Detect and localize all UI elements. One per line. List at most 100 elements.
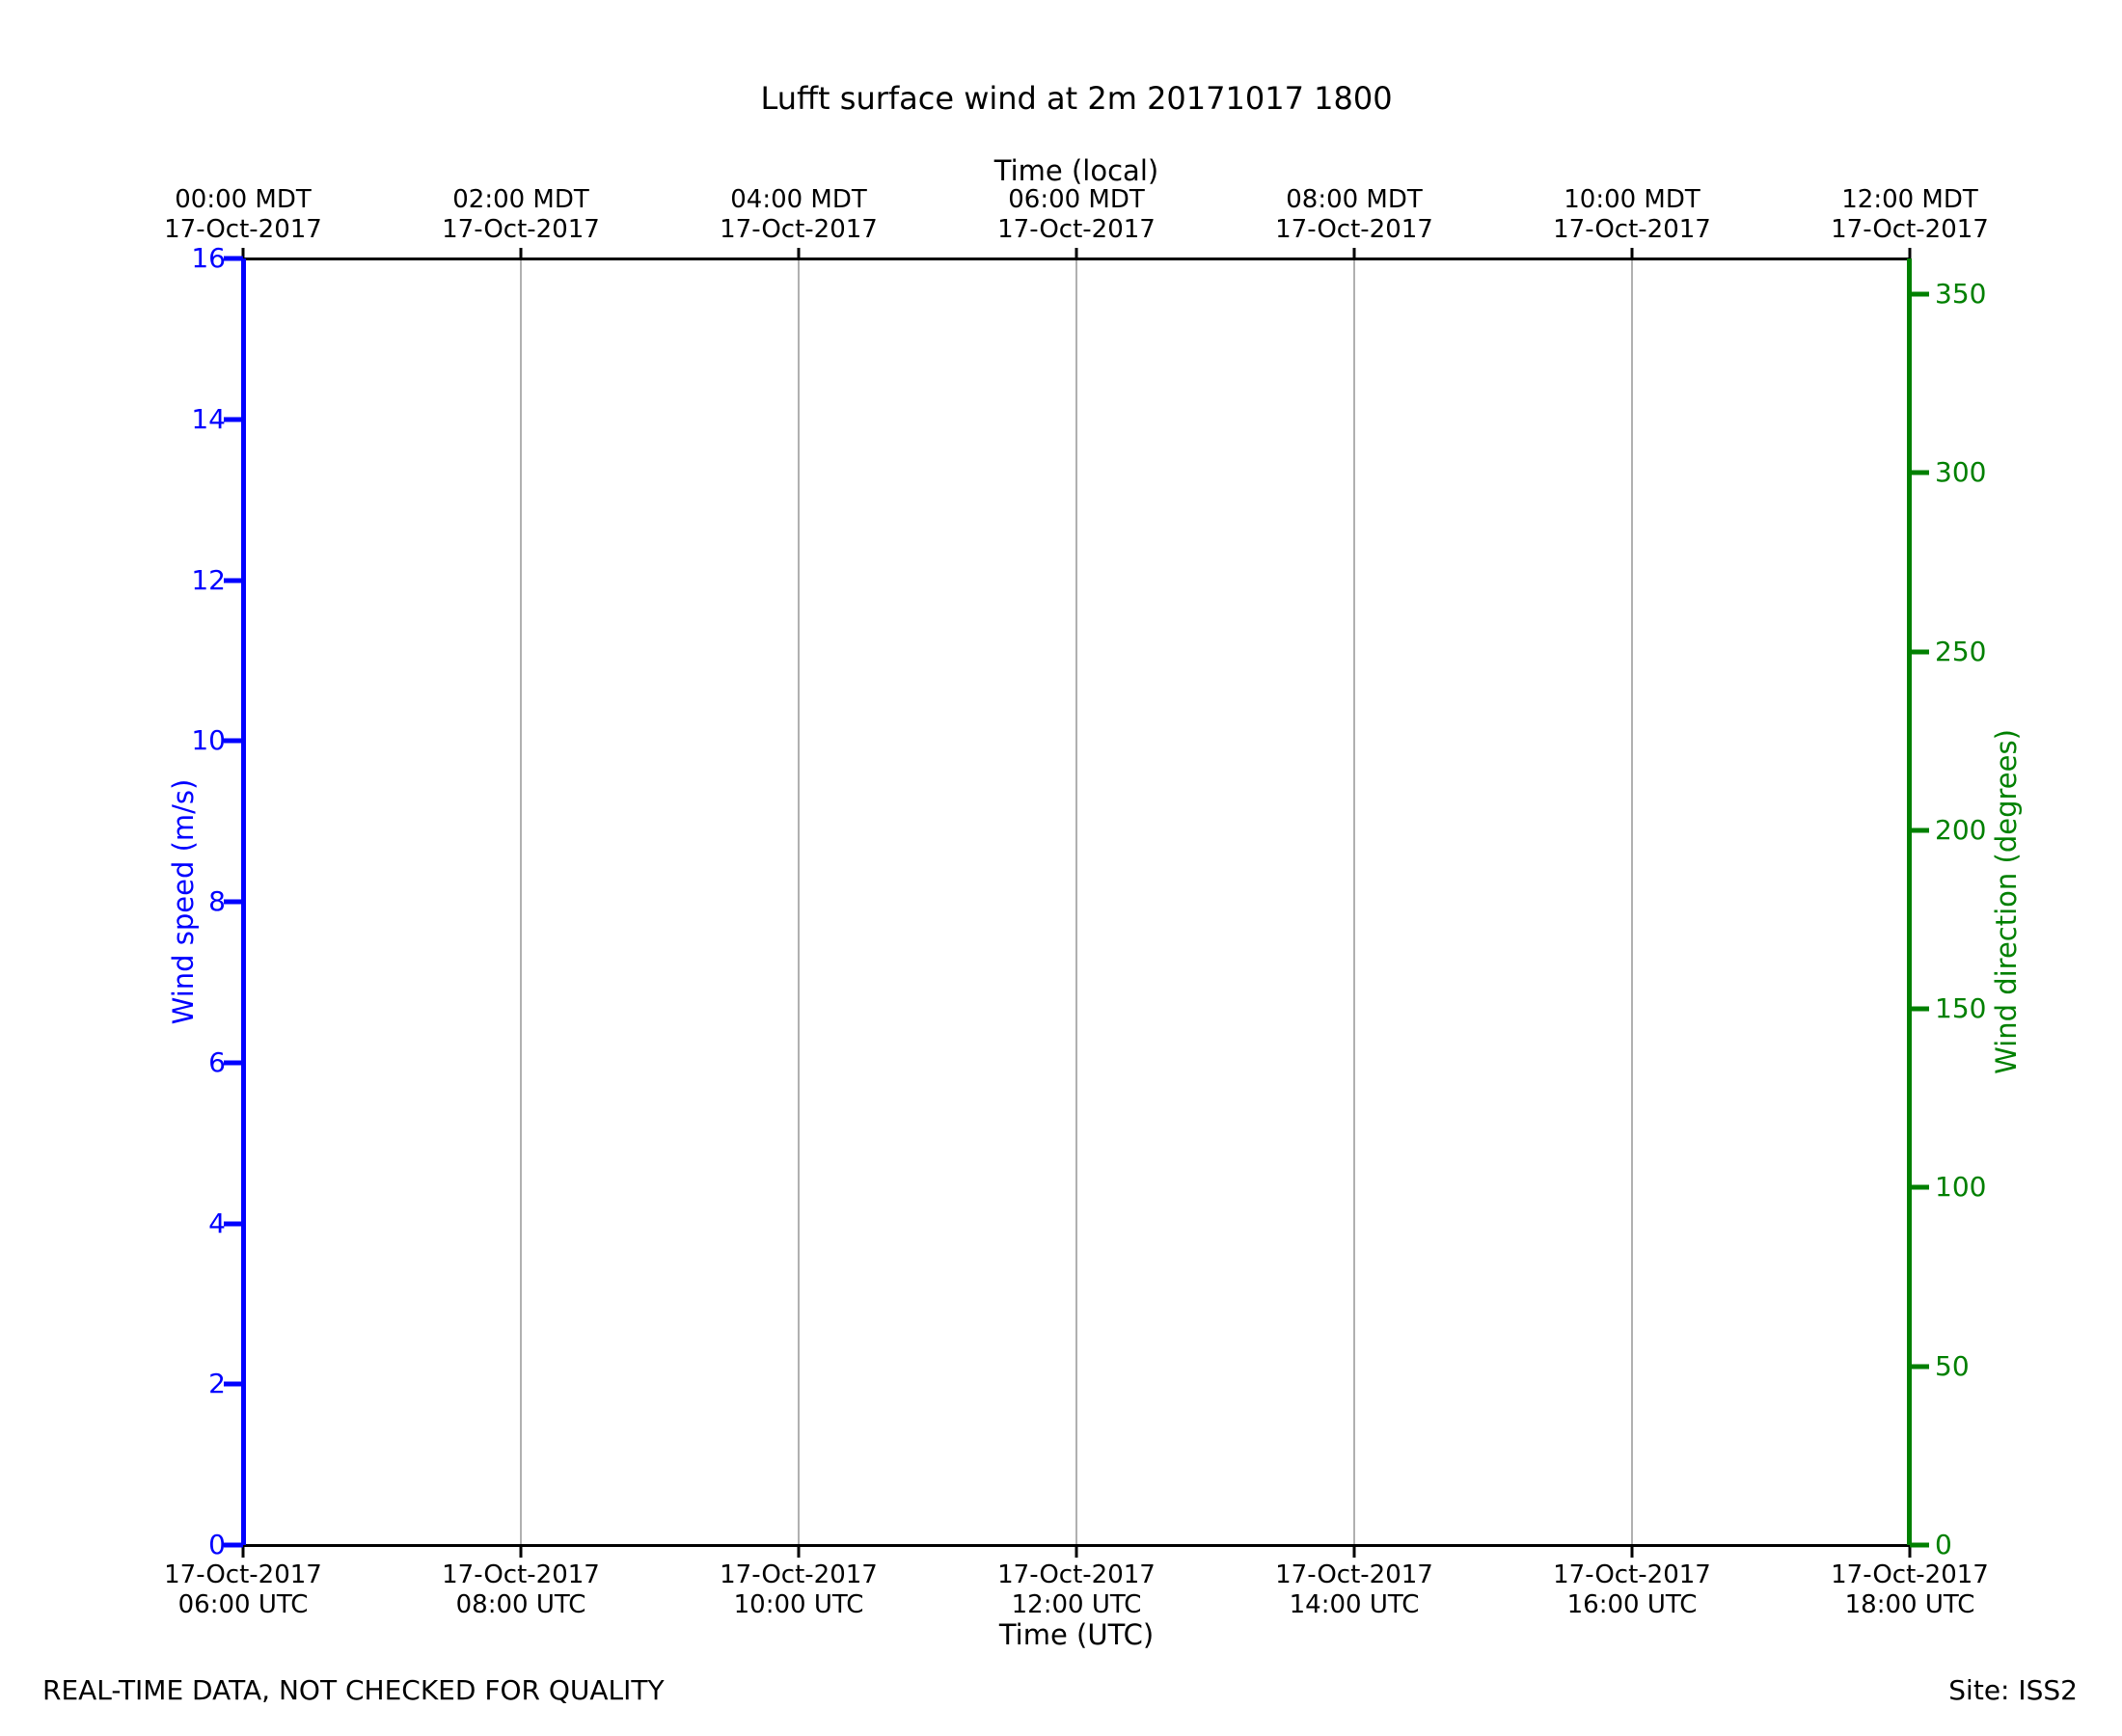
bottom-tick-label: 17-Oct-2017 08:00 UTC: [367, 1560, 675, 1620]
wind-speed-tick-label: 6: [208, 1045, 226, 1078]
wind-speed-axis-title: Wind speed (m/s): [167, 778, 200, 1025]
wind-speed-tick-label: 8: [208, 885, 226, 917]
top-axis-tick: [1908, 248, 1912, 258]
top-axis-tick: [1075, 248, 1078, 258]
bottom-tick-date: 17-Oct-2017: [442, 1560, 600, 1589]
vertical-gridline: [1352, 258, 1355, 1545]
bottom-tick-date: 17-Oct-2017: [1275, 1560, 1433, 1589]
top-tick-time: 10:00 MDT: [1564, 185, 1700, 214]
top-tick-date: 17-Oct-2017: [720, 215, 878, 244]
wind-direction-tick: [1910, 1006, 1929, 1012]
wind-direction-tick: [1910, 1542, 1929, 1548]
wind-direction-tick: [1910, 470, 1929, 475]
top-tick-date: 17-Oct-2017: [442, 215, 600, 244]
wind-speed-tick-label: 14: [191, 402, 226, 435]
wind-speed-tick-label: 2: [208, 1368, 226, 1400]
wind-speed-axis-spine: [241, 258, 246, 1545]
top-tick-label: 10:00 MDT 17-Oct-2017: [1478, 185, 1786, 245]
vertical-gridline: [1631, 258, 1633, 1545]
bottom-axis-tick: [241, 1545, 245, 1558]
top-axis-tick: [241, 248, 245, 258]
wind-direction-tick: [1910, 1364, 1929, 1370]
wind-direction-tick-label: 250: [1935, 635, 1987, 667]
bottom-tick-label: 17-Oct-2017 12:00 UTC: [922, 1560, 1231, 1620]
wind-speed-tick: [224, 578, 243, 583]
top-tick-time: 06:00 MDT: [1008, 185, 1145, 214]
top-tick-label: 04:00 MDT 17-Oct-2017: [644, 185, 953, 245]
top-tick-label: 02:00 MDT 17-Oct-2017: [367, 185, 675, 245]
top-tick-time: 08:00 MDT: [1286, 185, 1423, 214]
wind-direction-tick-label: 200: [1935, 813, 1987, 846]
wind-speed-tick-label: 12: [191, 563, 226, 596]
top-tick-time: 04:00 MDT: [730, 185, 867, 214]
wind-speed-tick-label: 10: [191, 724, 226, 757]
bottom-tick-time: 06:00 UTC: [177, 1590, 309, 1619]
site-label: Site: ISS2: [1948, 1674, 2078, 1706]
bottom-tick-date: 17-Oct-2017: [1553, 1560, 1711, 1589]
bottom-tick-time: 16:00 UTC: [1566, 1590, 1698, 1619]
bottom-tick-label: 17-Oct-2017 16:00 UTC: [1478, 1560, 1786, 1620]
wind-direction-tick: [1910, 1184, 1929, 1190]
wind-speed-tick-label: 0: [208, 1529, 226, 1560]
top-axis-tick: [519, 248, 523, 258]
bottom-tick-date: 17-Oct-2017: [997, 1560, 1156, 1589]
top-tick-date: 17-Oct-2017: [164, 215, 322, 244]
bottom-axis-tick: [1075, 1545, 1078, 1558]
top-axis-tick: [797, 248, 801, 258]
wind-direction-tick: [1910, 649, 1929, 655]
wind-speed-tick: [224, 899, 243, 905]
bottom-tick-date: 17-Oct-2017: [164, 1560, 322, 1589]
bottom-axis-tick: [1908, 1545, 1912, 1558]
bottom-tick-label: 17-Oct-2017 14:00 UTC: [1200, 1560, 1509, 1620]
chart-title: Lufft surface wind at 2m 20171017 1800: [760, 80, 1393, 117]
wind-direction-tick-label: 350: [1935, 278, 1987, 311]
bottom-axis-tick: [1352, 1545, 1356, 1558]
wind-direction-tick-label: 150: [1935, 992, 1987, 1025]
plot-area: [224, 248, 1929, 1558]
top-spine: [242, 258, 1911, 260]
wind-speed-tick: [224, 256, 243, 261]
top-tick-label: 00:00 MDT 17-Oct-2017: [89, 185, 397, 245]
bottom-tick-time: 08:00 UTC: [455, 1590, 586, 1619]
wind-direction-tick-label: 300: [1935, 456, 1987, 489]
bottom-tick-time: 14:00 UTC: [1289, 1590, 1420, 1619]
bottom-tick-time: 18:00 UTC: [1844, 1590, 1975, 1619]
wind-direction-axis-spine: [1907, 258, 1912, 1545]
bottom-axis-tick: [797, 1545, 801, 1558]
bottom-tick-label: 17-Oct-2017 10:00 UTC: [644, 1560, 953, 1620]
bottom-tick-time: 10:00 UTC: [733, 1590, 864, 1619]
quality-disclaimer: REAL-TIME DATA, NOT CHECKED FOR QUALITY: [42, 1674, 665, 1706]
top-tick-time: 12:00 MDT: [1841, 185, 1978, 214]
bottom-tick-label: 17-Oct-2017 06:00 UTC: [89, 1560, 397, 1620]
bottom-axis-label: Time (UTC): [998, 1618, 1155, 1651]
bottom-spine: [242, 1544, 1911, 1547]
vertical-gridline: [519, 258, 522, 1545]
top-tick-date: 17-Oct-2017: [1831, 215, 1989, 244]
wind-speed-tick-label: 16: [191, 242, 226, 274]
wind-speed-tick: [224, 417, 243, 422]
bottom-tick-label: 17-Oct-2017 18:00 UTC: [1755, 1560, 2064, 1620]
wind-direction-tick-label: 100: [1935, 1171, 1987, 1204]
top-axis-label: Time (local): [993, 154, 1159, 187]
vertical-gridline: [1075, 258, 1077, 1545]
bottom-axis-tick: [1630, 1545, 1634, 1558]
top-tick-date: 17-Oct-2017: [1553, 215, 1711, 244]
bottom-tick-time: 12:00 UTC: [1011, 1590, 1142, 1619]
bottom-axis-tick: [519, 1545, 523, 1558]
wind-speed-tick: [224, 1060, 243, 1066]
top-tick-label: 12:00 MDT 17-Oct-2017: [1755, 185, 2064, 245]
bottom-tick-date: 17-Oct-2017: [720, 1560, 878, 1589]
wind-speed-tick-label: 4: [208, 1207, 226, 1239]
top-tick-time: 00:00 MDT: [175, 185, 312, 214]
wind-direction-tick-label: 0: [1935, 1529, 1952, 1560]
wind-speed-tick: [224, 1542, 243, 1548]
wind-speed-tick: [224, 738, 243, 744]
wind-speed-tick: [224, 1381, 243, 1387]
wind-direction-tick: [1910, 291, 1929, 297]
wind-direction-tick-label: 50: [1935, 1349, 1970, 1382]
bottom-tick-date: 17-Oct-2017: [1831, 1560, 1989, 1589]
top-tick-date: 17-Oct-2017: [997, 215, 1156, 244]
top-axis-tick: [1352, 248, 1356, 258]
vertical-gridline: [797, 258, 800, 1545]
